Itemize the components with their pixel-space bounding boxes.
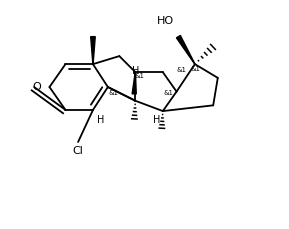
Text: &1: &1 bbox=[108, 90, 118, 96]
Text: &1: &1 bbox=[190, 66, 200, 72]
Polygon shape bbox=[176, 35, 195, 64]
Text: &1: &1 bbox=[163, 90, 173, 96]
Text: H: H bbox=[132, 66, 140, 76]
Text: O: O bbox=[32, 82, 41, 92]
Polygon shape bbox=[91, 37, 95, 64]
Text: &1: &1 bbox=[176, 67, 186, 73]
Text: H: H bbox=[97, 115, 105, 125]
Text: &1: &1 bbox=[135, 73, 145, 79]
Text: HO: HO bbox=[157, 16, 174, 26]
Text: Cl: Cl bbox=[73, 146, 84, 156]
Text: H: H bbox=[153, 115, 161, 125]
Polygon shape bbox=[132, 72, 136, 94]
